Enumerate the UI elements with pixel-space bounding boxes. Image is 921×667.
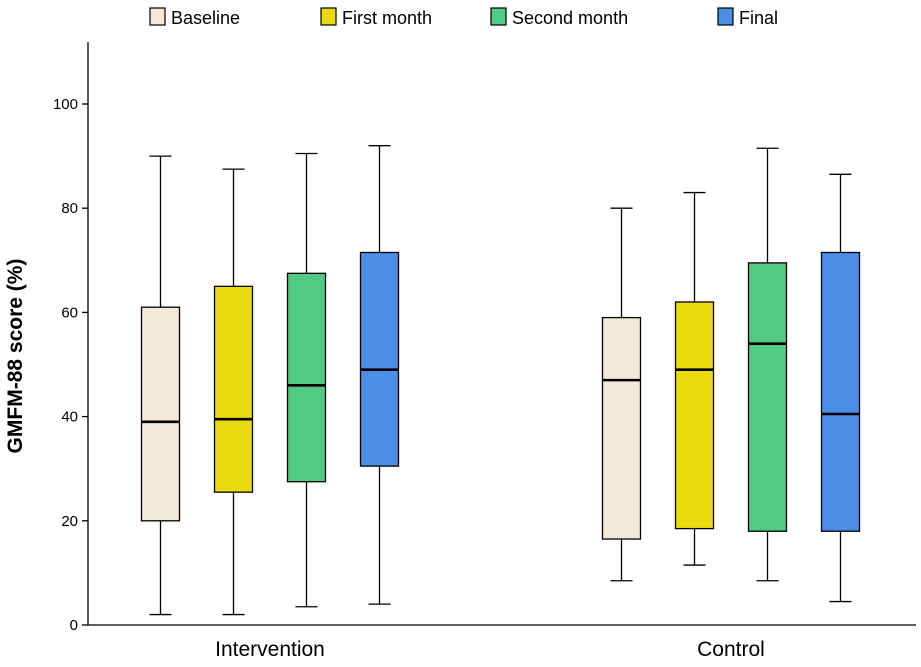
legend-item: Second month xyxy=(490,7,628,28)
iqr-box xyxy=(674,301,715,530)
legend-item: First month xyxy=(320,7,432,28)
legend-swatch xyxy=(320,7,337,26)
legend-item: Baseline xyxy=(149,7,240,28)
legend-label: First month xyxy=(342,8,432,28)
box-first-month xyxy=(674,191,715,566)
y-tick-label: 60 xyxy=(61,304,78,321)
iqr-box xyxy=(286,272,327,483)
y-axis: 0 20 40 60 80 100 xyxy=(53,42,89,634)
box-second-month xyxy=(747,147,788,582)
iqr-box xyxy=(820,251,861,532)
box-baseline xyxy=(140,155,181,616)
box-baseline xyxy=(601,207,642,582)
legend-label: Second month xyxy=(512,8,628,28)
legend-swatch xyxy=(717,7,734,26)
box-first-month xyxy=(213,168,254,616)
legend-label: Final xyxy=(739,8,778,28)
legend-swatch xyxy=(149,7,166,26)
iqr-box xyxy=(747,262,788,532)
x-axis: Intervention Control xyxy=(88,624,916,661)
plot-area xyxy=(140,145,861,616)
iqr-box xyxy=(359,251,400,467)
x-category-label: Intervention xyxy=(215,638,325,661)
y-axis-title: GMFM-88 score (%) xyxy=(4,259,27,454)
iqr-box xyxy=(213,285,254,493)
box-final xyxy=(820,173,861,603)
legend-swatch xyxy=(490,7,507,26)
y-tick-label: 0 xyxy=(70,617,78,634)
box-final xyxy=(359,145,400,605)
legend-label: Baseline xyxy=(171,8,240,28)
iqr-box xyxy=(140,306,181,522)
legend: Baseline First month Second month Final xyxy=(149,7,778,28)
y-tick-label: 100 xyxy=(53,96,78,113)
iqr-box xyxy=(601,316,642,540)
box-second-month xyxy=(286,152,327,608)
y-tick-label: 20 xyxy=(61,513,78,530)
y-tick-label: 80 xyxy=(61,200,78,217)
x-category-label: Control xyxy=(697,638,765,661)
legend-item: Final xyxy=(717,7,778,28)
y-tick-label: 40 xyxy=(61,409,78,426)
